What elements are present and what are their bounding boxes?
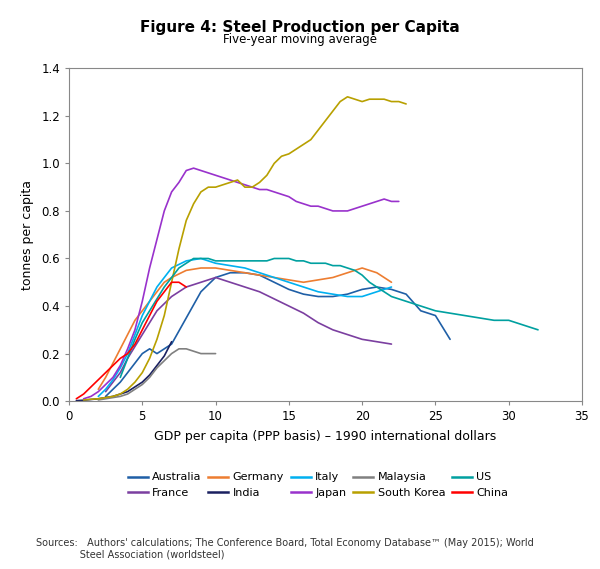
Text: Sources:   Authors' calculations; The Conference Board, Total Economy Database™ : Sources: Authors' calculations; The Conf… (36, 538, 534, 559)
Y-axis label: tonnes per capita: tonnes per capita (21, 180, 34, 290)
X-axis label: GDP per capita (PPP basis) – 1990 international dollars: GDP per capita (PPP basis) – 1990 intern… (154, 430, 497, 443)
Text: Five-year moving average: Five-year moving average (223, 33, 377, 46)
Text: Figure 4: Steel Production per Capita: Figure 4: Steel Production per Capita (140, 20, 460, 35)
Legend: Australia, France, Germany, India, Italy, Japan, Malaysia, South Korea, US, Chin: Australia, France, Germany, India, Italy… (128, 472, 508, 498)
